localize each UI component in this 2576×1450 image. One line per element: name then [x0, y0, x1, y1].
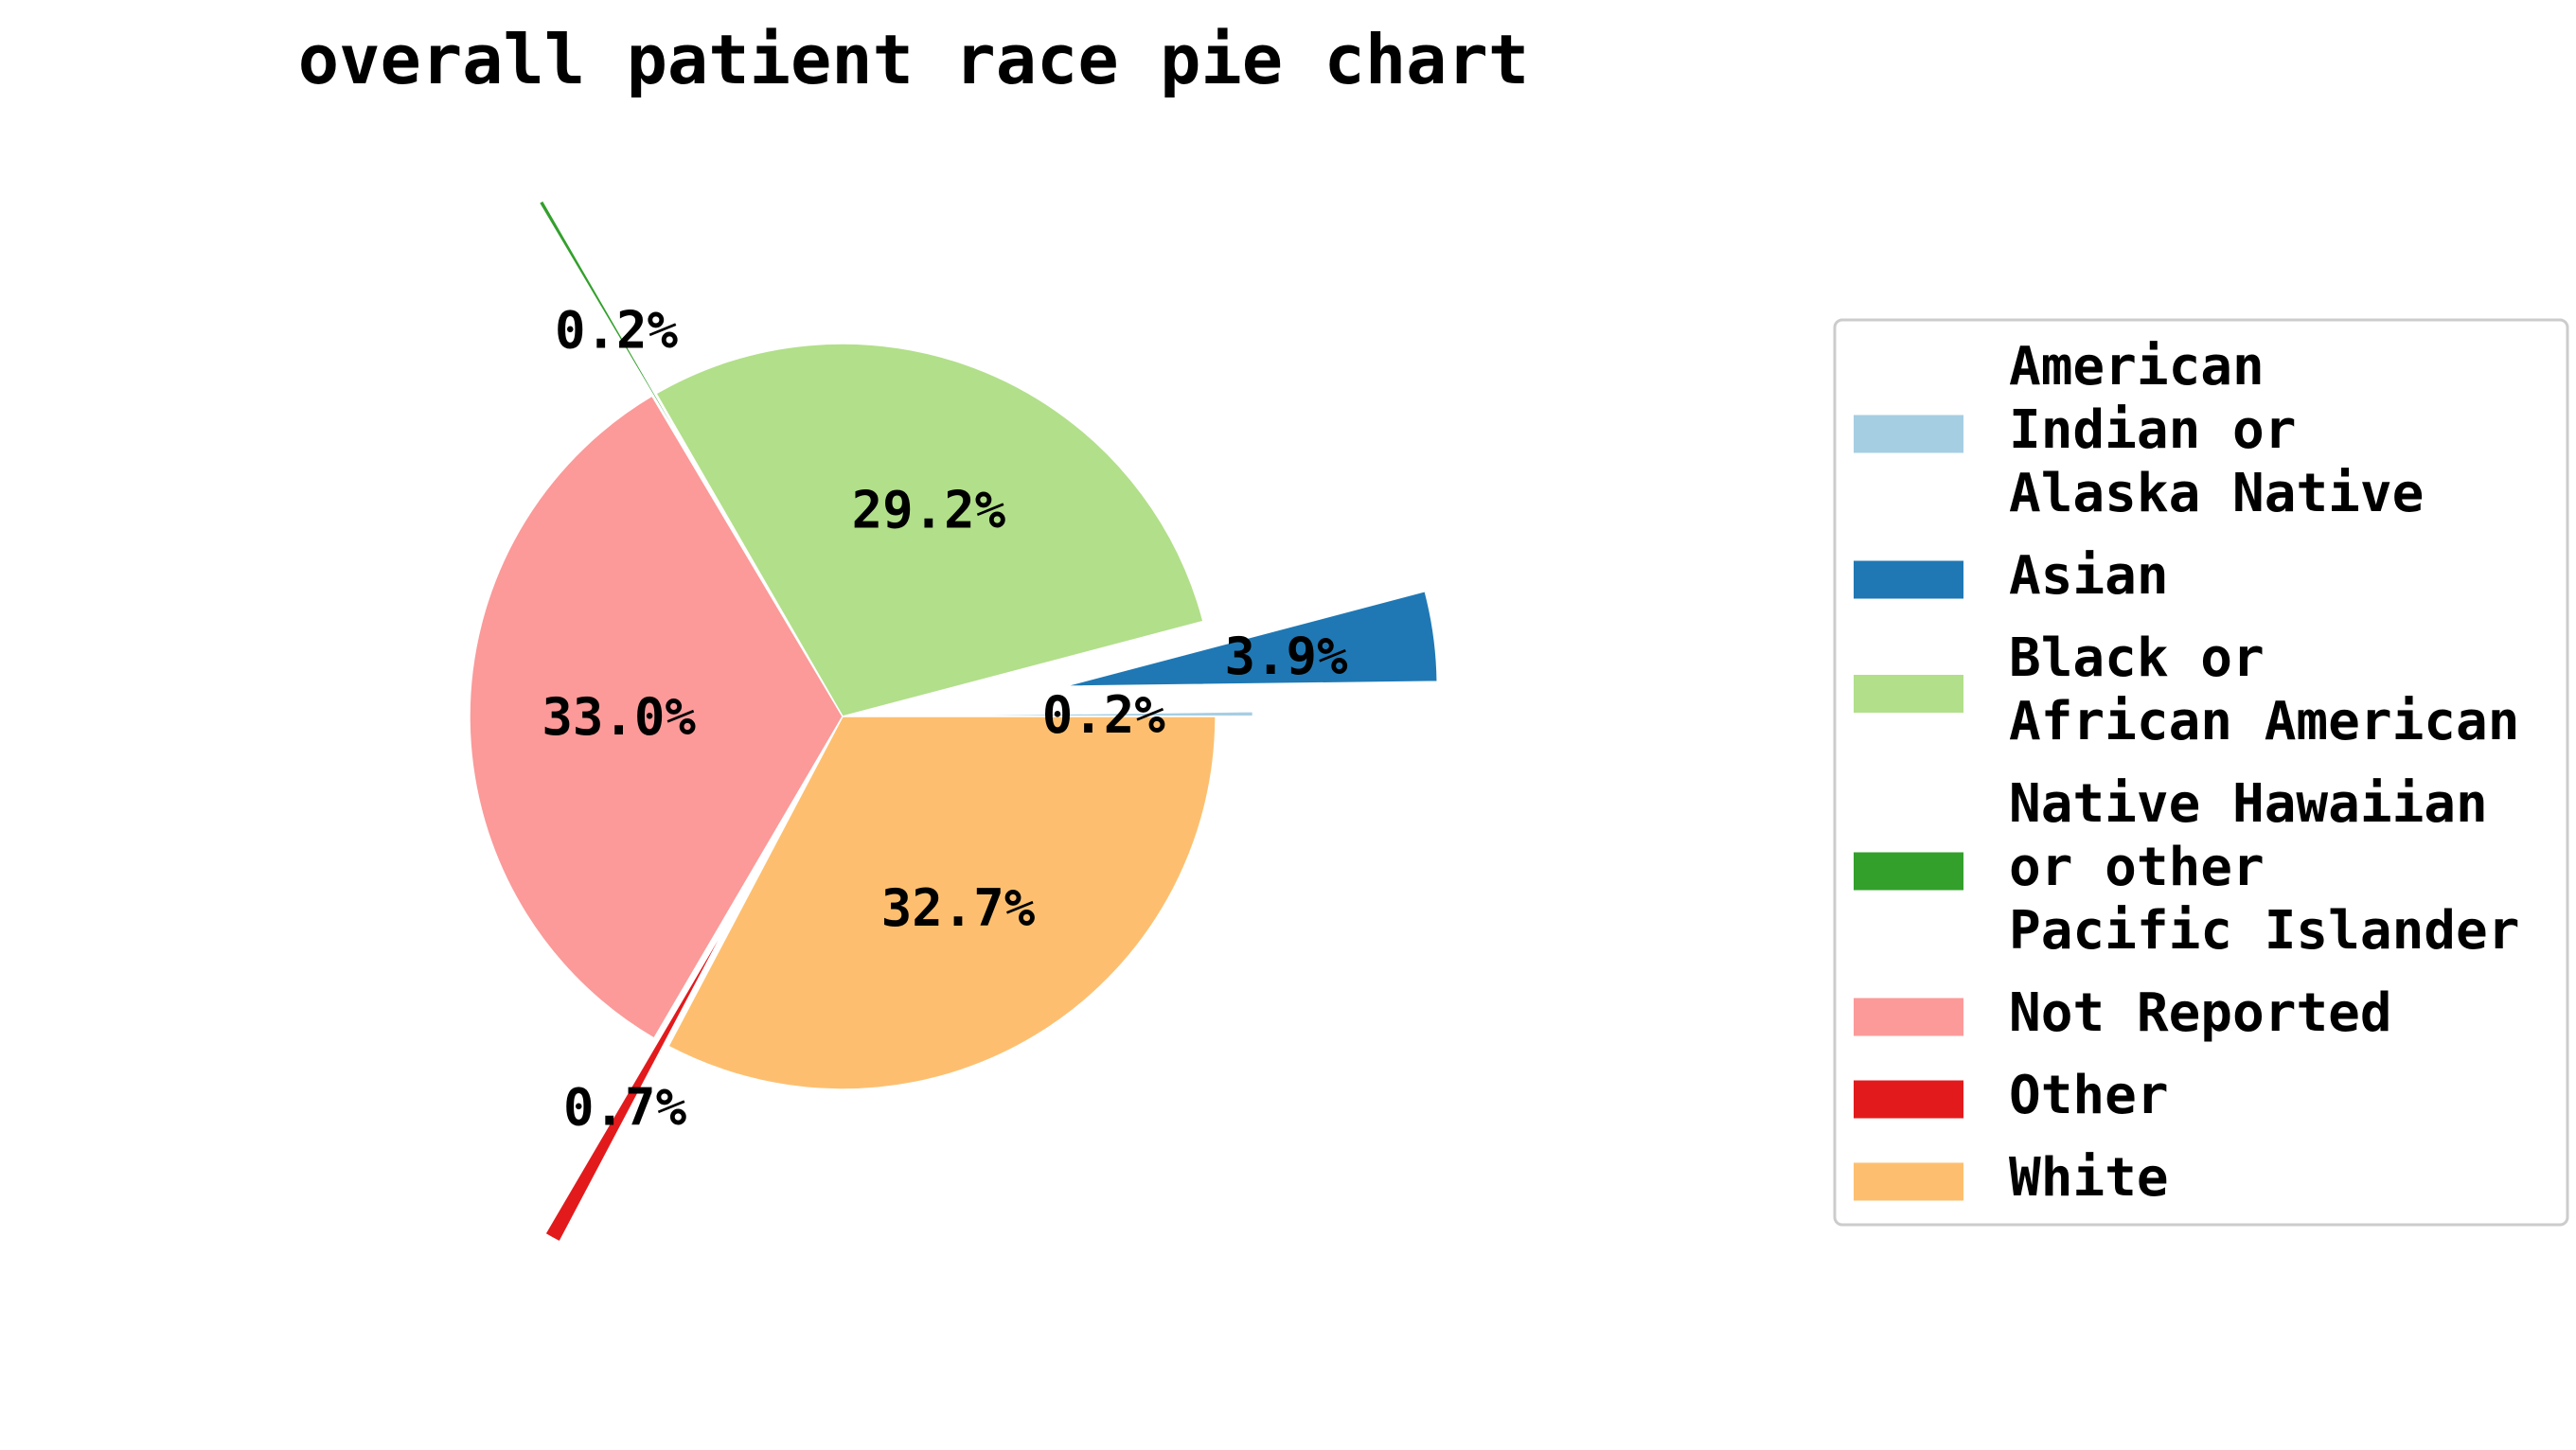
- chart-title: overall patient race pie chart: [298, 20, 1529, 99]
- pie-slice-native-hawaiian-or-other-pacific-islander: [538, 199, 731, 524]
- pie-label-american-indian-or-alaska-native: 0.2%: [1042, 685, 1166, 745]
- legend-swatch: [1854, 998, 1963, 1036]
- legend-swatch: [1854, 675, 1963, 713]
- legend-swatch: [1854, 560, 1963, 599]
- legend-swatch: [1854, 415, 1963, 453]
- legend-label: Indian or: [2009, 399, 2296, 461]
- legend-swatch: [1854, 1162, 1963, 1201]
- pie-label-asian: 3.9%: [1224, 627, 1348, 686]
- pie-slice-white: [667, 716, 1217, 1090]
- legend-label: Black or: [2009, 628, 2265, 689]
- pie-slices: [469, 199, 1438, 1243]
- legend-swatch: [1854, 852, 1963, 891]
- pie-label-native-hawaiian-or-other-pacific-islander: 0.2%: [555, 301, 679, 361]
- legend-swatch: [1854, 1080, 1963, 1119]
- legend-label: Asian: [2009, 545, 2169, 607]
- pie-slice-american-indian-or-alaska-native: [879, 711, 1254, 717]
- pie-slice-not-reported: [469, 395, 844, 1039]
- legend-label: Native Hawaiian: [2009, 773, 2488, 835]
- legend-label: or other: [2009, 837, 2265, 898]
- legend-label: Not Reported: [2009, 982, 2392, 1044]
- pie-slice-black-or-african-american: [654, 343, 1204, 717]
- legend-label: White: [2009, 1147, 2169, 1209]
- pie-slice-other: [543, 911, 735, 1243]
- pie-label-not-reported: 33.0%: [542, 687, 696, 747]
- pie-label-other: 0.7%: [563, 1078, 687, 1138]
- legend-label: Alaska Native: [2009, 463, 2424, 524]
- legend-label: American: [2009, 336, 2265, 398]
- pie-label-white: 32.7%: [881, 878, 1036, 938]
- pie-percent-labels: 0.2% 3.9% 29.2% 0.2% 33.0% 0.7% 32.7%: [542, 301, 1348, 1138]
- legend-label: African American: [2009, 691, 2519, 752]
- pie-slice-asian: [1064, 590, 1438, 687]
- legend-frame: [1833, 318, 2569, 1227]
- legend-label: Pacific Islander: [2009, 900, 2519, 962]
- pie-label-black-or-african-american: 29.2%: [852, 480, 1006, 539]
- legend-label: Other: [2009, 1065, 2169, 1126]
